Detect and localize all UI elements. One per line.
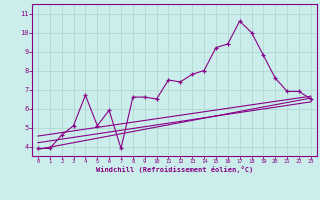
X-axis label: Windchill (Refroidissement éolien,°C): Windchill (Refroidissement éolien,°C): [96, 166, 253, 173]
